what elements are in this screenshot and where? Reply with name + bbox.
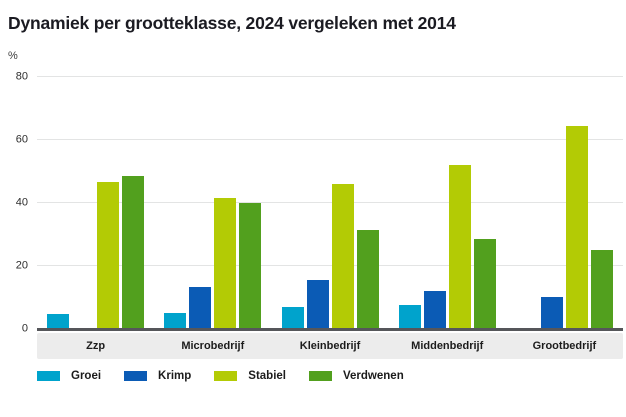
bar-group-middenbedrijf xyxy=(389,77,506,329)
legend-label-verdwenen: Verdwenen xyxy=(343,370,404,382)
plot-area xyxy=(37,76,623,331)
bar-groups xyxy=(37,77,623,329)
legend-label-groei: Groei xyxy=(71,370,102,382)
legend: Groei Krimp Stabiel Verdwenen xyxy=(37,370,404,382)
bar-verdwenen-microbedrijf xyxy=(239,203,262,329)
y-tick-label-20: 20 xyxy=(15,259,28,272)
y-axis-labels: 0 20 40 60 80 xyxy=(0,71,28,334)
bar-stabiel-kleinbedrijf xyxy=(331,184,354,329)
bar-group-zzp xyxy=(37,77,154,329)
bar-verdwenen-zzp xyxy=(122,175,145,329)
bar-groei-middenbedrijf xyxy=(398,305,421,329)
legend-item-krimp: Krimp xyxy=(124,370,191,382)
bar-krimp-microbedrijf xyxy=(189,286,212,329)
gridline-20 xyxy=(37,265,623,266)
x-axis-label-kleinbedrijf: Kleinbedrijf xyxy=(299,340,361,352)
legend-item-groei: Groei xyxy=(37,370,101,382)
legend-item-verdwenen: Verdwenen xyxy=(309,370,404,382)
gridlines xyxy=(37,76,623,329)
bar-stabiel-zzp xyxy=(97,182,120,329)
bar-stabiel-microbedrijf xyxy=(214,197,237,329)
legend-label-stabiel: Stabiel xyxy=(248,370,286,382)
x-axis-band: Zzp Microbedrijf Kleinbedrijf Middenbedrijf… xyxy=(37,333,623,359)
bar-verdwenen-kleinbedrijf xyxy=(356,229,379,329)
x-axis-label-grootbedrijf: Grootbedrijf xyxy=(532,340,597,352)
bar-groei-kleinbedrijf xyxy=(281,306,304,329)
y-tick-label-60: 60 xyxy=(15,133,28,146)
bar-stabiel-grootbedrijf xyxy=(565,125,588,329)
y-axis-unit-label: % xyxy=(8,50,18,62)
bar-krimp-middenbedrijf xyxy=(423,291,446,329)
bar-group-grootbedrijf xyxy=(506,77,623,329)
bar-stabiel-middenbedrijf xyxy=(448,165,471,329)
gridline-80 xyxy=(37,76,623,77)
bar-group-kleinbedrijf xyxy=(271,77,388,329)
legend-item-stabiel: Stabiel xyxy=(214,370,286,382)
legend-swatch-krimp xyxy=(124,371,148,381)
bar-krimp-grootbedrijf xyxy=(540,296,563,329)
x-axis-label-middenbedrijf: Middenbedrijf xyxy=(411,340,484,352)
x-axis-label-microbedrijf: Microbedrijf xyxy=(181,340,245,352)
y-tick-label-80: 80 xyxy=(15,70,28,83)
legend-swatch-groei xyxy=(37,371,60,381)
bar-krimp-kleinbedrijf xyxy=(306,280,329,329)
gridline-40 xyxy=(37,202,623,203)
bar-groei-microbedrijf xyxy=(164,313,187,329)
chart-title: Dynamiek per grootteklasse, 2024 vergele… xyxy=(8,13,456,33)
bar-groei-zzp xyxy=(47,314,70,329)
legend-swatch-verdwenen xyxy=(309,371,332,381)
bar-verdwenen-grootbedrijf xyxy=(590,249,613,329)
legend-swatch-stabiel xyxy=(214,371,238,381)
gridline-60 xyxy=(37,139,623,140)
bar-group-microbedrijf xyxy=(154,77,271,329)
legend-label-krimp: Krimp xyxy=(158,370,192,382)
y-tick-label-40: 40 xyxy=(15,196,28,209)
bar-verdwenen-middenbedrijf xyxy=(473,239,496,329)
x-axis-baseline xyxy=(37,328,623,331)
x-axis-label-zzp: Zzp xyxy=(86,340,106,352)
y-tick-label-0: 0 xyxy=(21,322,28,335)
